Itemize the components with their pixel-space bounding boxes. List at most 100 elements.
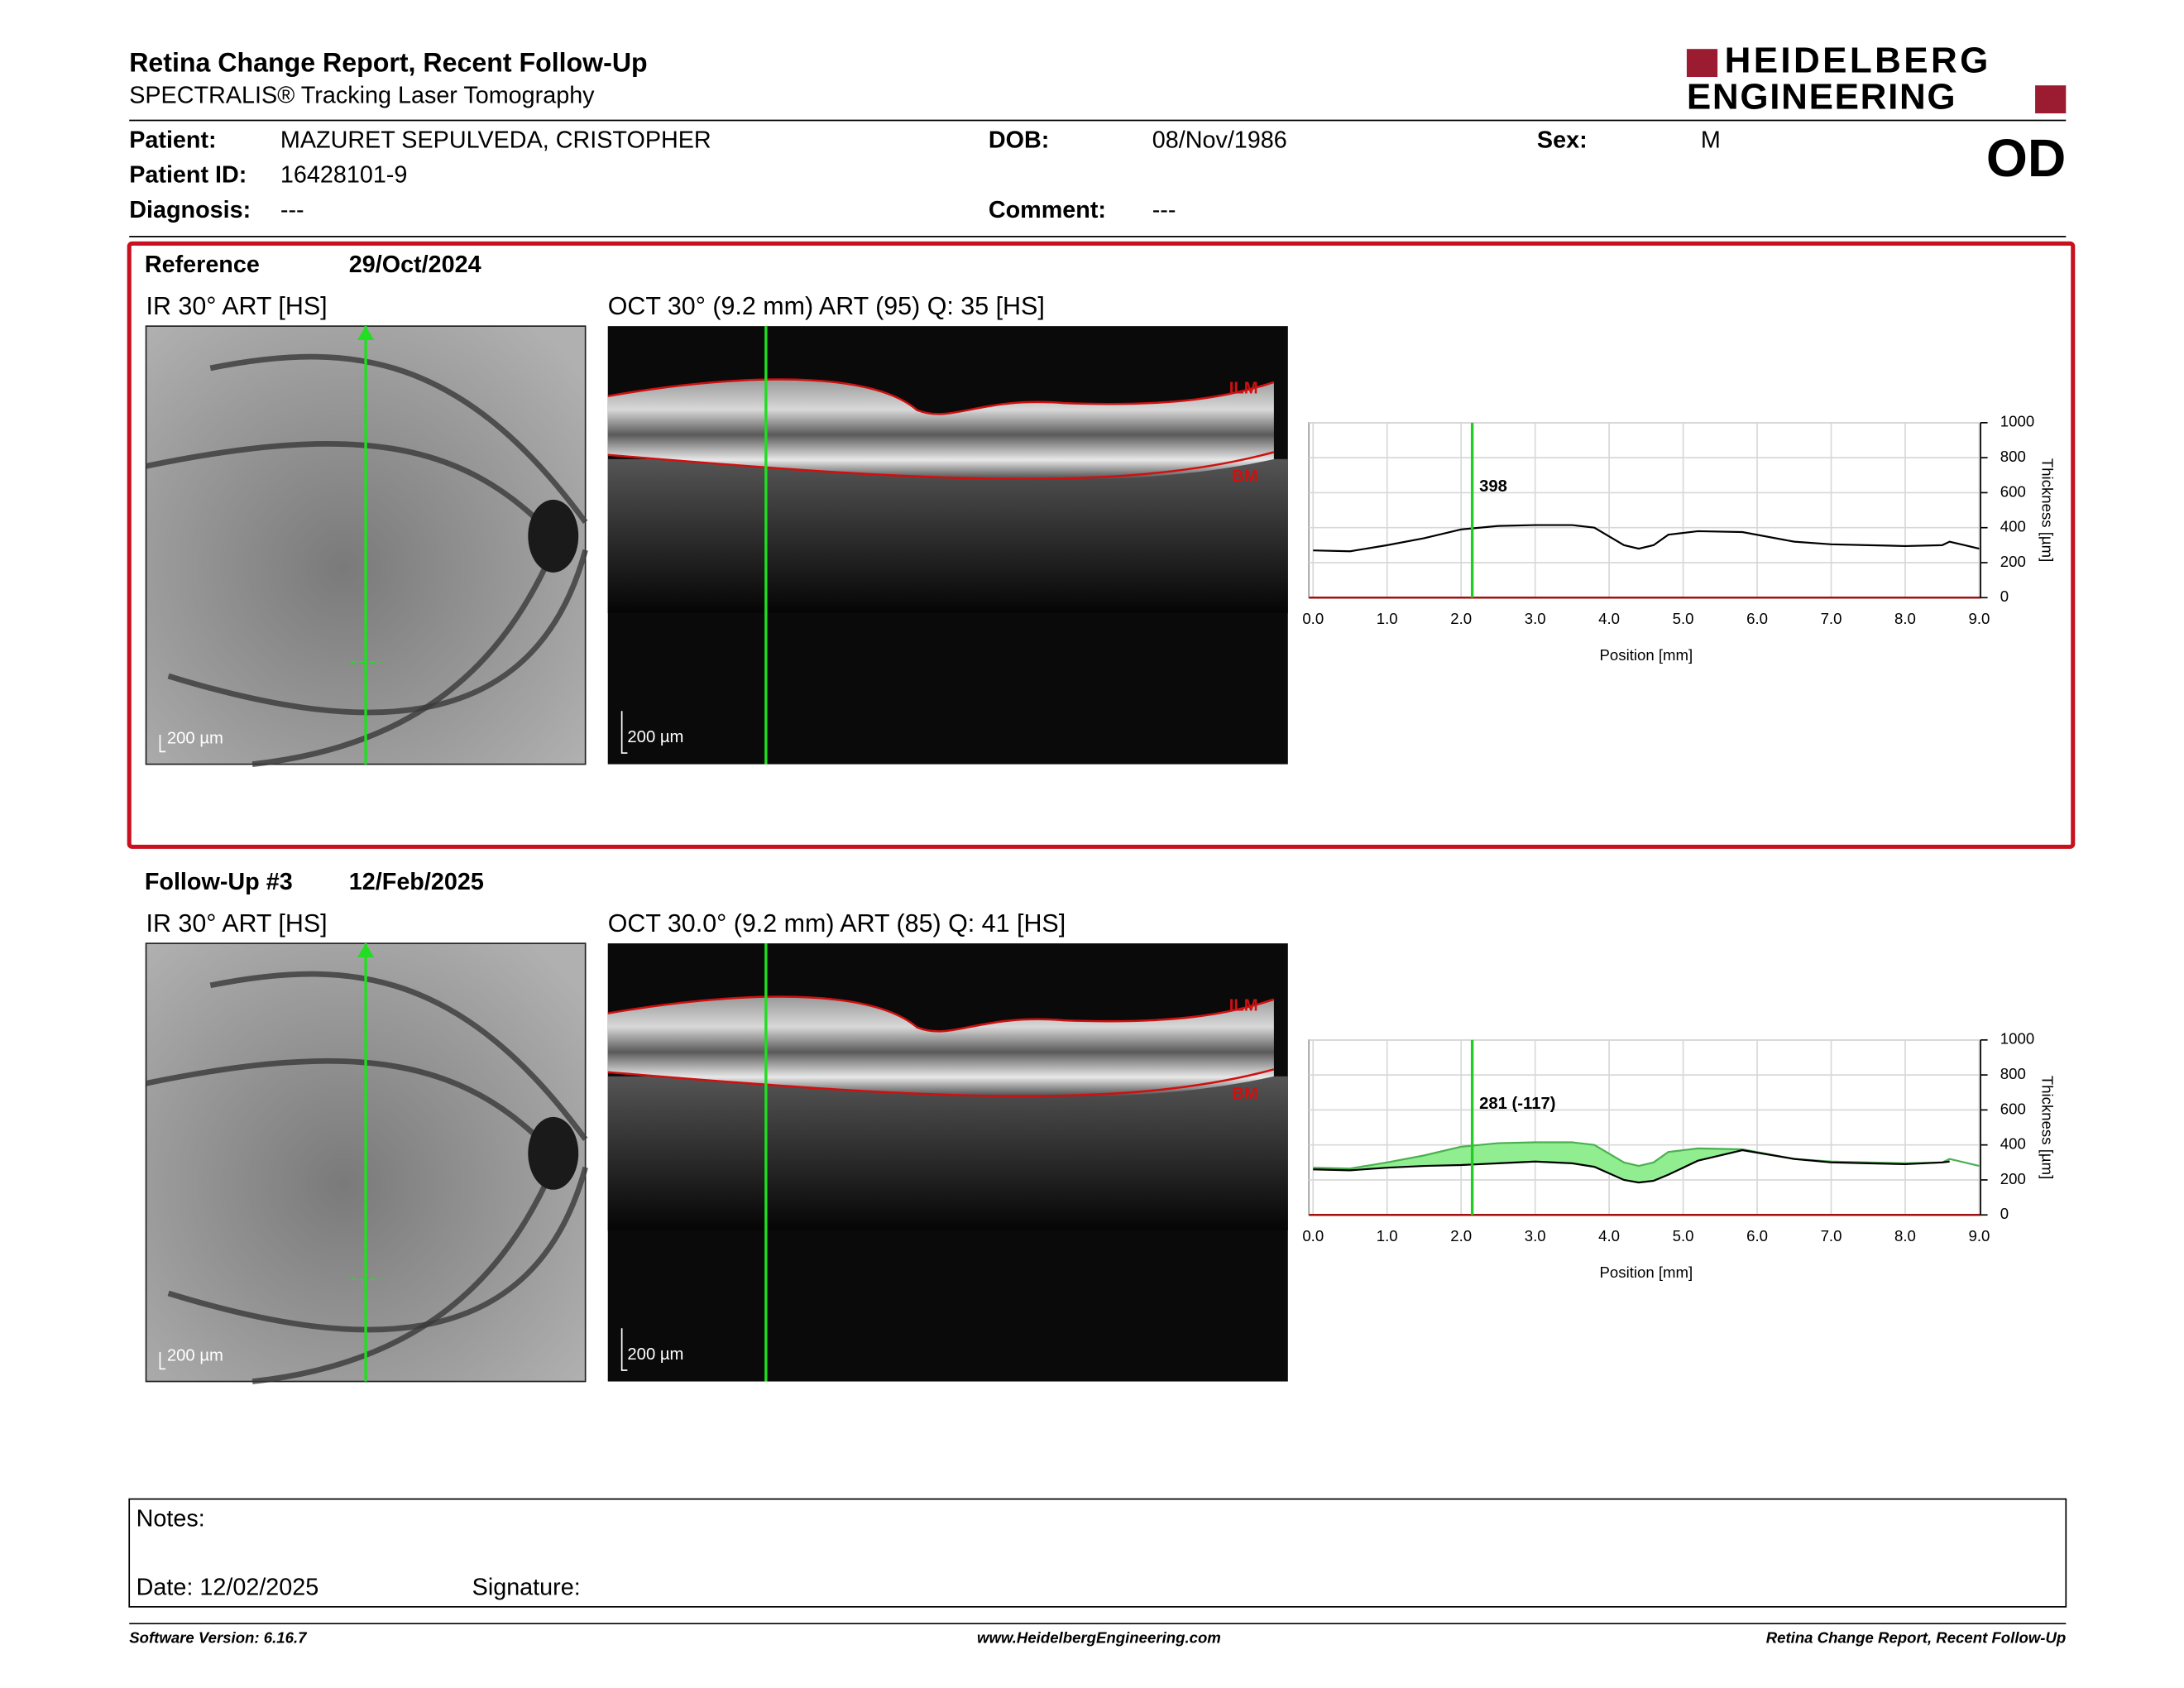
vessel <box>251 549 556 767</box>
y-tick-label: 400 <box>2000 518 2026 535</box>
exam-section: Reference 29/Oct/2024 IR 30° ART [HS] OCT 3… <box>145 252 2057 767</box>
x-tick-label: 0.0 <box>1302 610 1324 627</box>
y-tick-label: 0 <box>2000 587 2009 605</box>
x-tick-label: 7.0 <box>1821 1227 1842 1244</box>
x-tick-label: 4.0 <box>1598 1227 1620 1244</box>
x-tick-label: 9.0 <box>1969 610 1990 627</box>
y-tick-label: 800 <box>2000 448 2026 465</box>
exam-date: 12/Feb/2025 <box>349 869 484 895</box>
vessel <box>145 1057 556 1156</box>
bm-line <box>607 1068 1275 1097</box>
scale-bar <box>159 735 166 753</box>
footer-left: Software Version: 6.16.7 <box>129 1629 308 1647</box>
fovea-cross <box>350 650 381 674</box>
x-tick-label: 8.0 <box>1894 1227 1916 1244</box>
cursor-label: 281 (-117) <box>1479 1095 1555 1113</box>
cursor-label: 398 <box>1479 477 1507 496</box>
plot-area <box>1308 1038 1981 1216</box>
footer-right: Retina Change Report, Recent Follow-Up <box>1766 1629 2067 1647</box>
field-label: Patient ID: <box>129 162 247 189</box>
notes-date: Date: 12/02/2025 <box>136 1574 319 1600</box>
bm-line <box>607 451 1275 480</box>
image-title: IR 30° ART [HS] <box>146 909 328 938</box>
logo-square <box>1686 49 1718 78</box>
field-value: --- <box>280 197 304 223</box>
exam-label: Reference <box>145 252 260 278</box>
image-title: OCT 30.0° (9.2 mm) ART (85) Q: 41 [HS] <box>608 909 1066 938</box>
ilm-label: ILM <box>1229 380 1258 398</box>
vessel <box>209 971 588 1141</box>
reference-frame <box>127 241 2076 849</box>
ilm-label: ILM <box>1229 997 1258 1015</box>
y-tick-label: 200 <box>2000 553 2026 570</box>
x-tick-label: 0.0 <box>1302 1227 1324 1244</box>
footer-center: www.HeidelbergEngineering.com <box>977 1629 1221 1647</box>
y-tick-label: 800 <box>2000 1065 2026 1082</box>
field-value: M <box>1701 127 1721 153</box>
field-label: Comment: <box>989 197 1106 223</box>
notes-signature: Signature: <box>472 1574 581 1600</box>
field-value: 08/Nov/1986 <box>1152 127 1287 153</box>
x-tick-label: 5.0 <box>1673 1227 1694 1244</box>
x-axis-label: Position [mm] <box>1600 646 1693 664</box>
x-tick-label: 3.0 <box>1525 610 1546 627</box>
y-tick-label: 200 <box>2000 1170 2026 1187</box>
thickness-line <box>1313 1149 1950 1184</box>
field-value: MAZURET SEPULVEDA, CRISTOPHER <box>280 127 711 153</box>
x-tick-label: 6.0 <box>1746 610 1768 627</box>
scale-label: 200 µm <box>167 1346 223 1364</box>
scale-bar <box>620 1328 628 1371</box>
notes-box <box>128 1498 2067 1608</box>
logo-text: ENGINEERING <box>1687 77 1956 117</box>
field-value: --- <box>1152 197 1176 223</box>
exam-label: Follow-Up #3 <box>145 869 293 895</box>
x-tick-label: 2.0 <box>1450 1227 1472 1244</box>
fovea-cross <box>350 1268 381 1291</box>
ilm-line <box>607 378 1275 415</box>
eye-label: OD <box>1986 128 2066 188</box>
y-tick-label: 0 <box>2000 1205 2009 1222</box>
x-tick-label: 1.0 <box>1377 610 1398 627</box>
x-axis-label: Position [mm] <box>1600 1264 1693 1281</box>
report-title: Retina Change Report, Recent Follow-Up <box>129 47 647 77</box>
x-tick-label: 5.0 <box>1673 610 1694 627</box>
scale-label: 200 µm <box>627 728 683 746</box>
logo-square <box>2035 85 2067 114</box>
y-tick-label: 600 <box>2000 482 2026 500</box>
bm-label: BM <box>1232 1085 1258 1103</box>
x-tick-label: 8.0 <box>1894 610 1916 627</box>
thickness-line <box>1313 524 1980 553</box>
exam-section: Follow-Up #3 12/Feb/2025 IR 30° ART [HS] OC… <box>145 869 2057 1384</box>
plot-area <box>1308 422 1981 599</box>
field-label: Diagnosis: <box>129 197 251 223</box>
x-tick-label: 6.0 <box>1746 1227 1768 1244</box>
field-value: 16428101-9 <box>280 162 407 189</box>
x-tick-label: 1.0 <box>1377 1227 1398 1244</box>
y-axis-label: Thickness [µm] <box>2039 458 2057 562</box>
exam-date: 29/Oct/2024 <box>349 252 481 278</box>
notes-label: Notes: <box>136 1506 205 1532</box>
x-tick-label: 7.0 <box>1821 610 1842 627</box>
scan-arrow <box>357 326 375 341</box>
x-tick-label: 3.0 <box>1525 1227 1546 1244</box>
x-tick-label: 4.0 <box>1598 610 1620 627</box>
oct-choroid <box>607 1076 1288 1230</box>
vessel <box>145 440 556 539</box>
scan-arrow <box>357 943 375 958</box>
ilm-line <box>607 995 1275 1033</box>
y-tick-label: 1000 <box>2000 1030 2034 1048</box>
y-tick-label: 400 <box>2000 1135 2026 1153</box>
field-label: DOB: <box>989 127 1049 153</box>
report-subtitle: SPECTRALIS® Tracking Laser Tomography <box>129 82 595 108</box>
bm-label: BM <box>1232 468 1258 486</box>
logo-text: HEIDELBERG <box>1725 41 1991 81</box>
field-label: Sex: <box>1537 127 1588 153</box>
image-title: OCT 30° (9.2 mm) ART (95) Q: 35 [HS] <box>608 292 1045 320</box>
x-tick-label: 2.0 <box>1450 610 1472 627</box>
scale-label: 200 µm <box>627 1345 683 1364</box>
vessel <box>251 1166 556 1384</box>
image-title: IR 30° ART [HS] <box>146 292 328 320</box>
field-label: Patient: <box>129 127 216 153</box>
optic-disc <box>528 1116 579 1190</box>
scale-label: 200 µm <box>167 729 223 747</box>
